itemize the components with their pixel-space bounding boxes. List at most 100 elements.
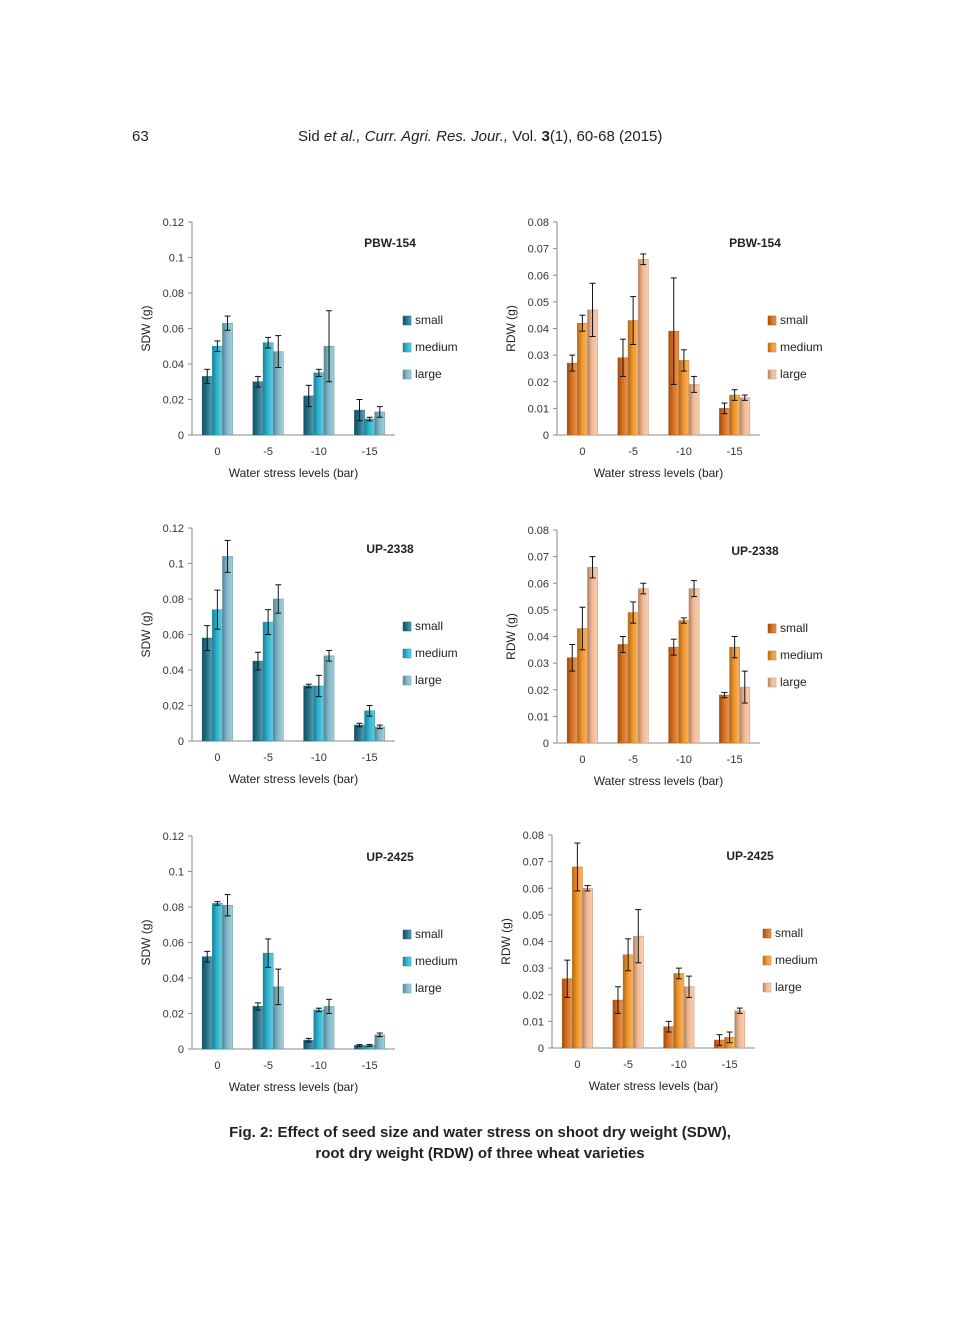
x-tick-label: -15: [722, 1059, 738, 1071]
bar-large-0: [222, 556, 233, 742]
x-tick-label: 0: [579, 754, 585, 766]
bar-large--5: [637, 588, 649, 744]
bar-small--15: [354, 724, 365, 742]
volume-label: Vol.: [512, 128, 538, 145]
error-bar: [214, 901, 221, 906]
bar-medium--10: [678, 620, 690, 744]
chart-title: UP-2338: [366, 542, 414, 556]
bar-medium--15: [729, 394, 740, 436]
y-tick-label: 0.07: [528, 552, 549, 564]
y-tick-label: 0.02: [163, 1009, 184, 1021]
y-axis-label: RDW (g): [504, 613, 518, 660]
x-tick-label: 0: [214, 752, 220, 764]
error-bar: [686, 975, 693, 998]
legend: small medium large: [402, 313, 458, 381]
error-bar: [640, 253, 647, 266]
legend-swatch: [767, 650, 777, 661]
x-tick-label: -5: [263, 446, 273, 458]
page-header: 63 Sid et al., Curr. Agri. Res. Jour., V…: [0, 128, 960, 152]
chart-svg: 0 0.01 0.02 0.03 0.04 0.05 0.06 0.07 0.08 0 -5 -10 -…: [504, 217, 823, 480]
legend-label: medium: [780, 648, 823, 662]
y-tick-label: 0.12: [163, 523, 184, 535]
bar-small--10: [303, 685, 315, 742]
y-tick-label: 0.12: [163, 831, 184, 843]
y-tick-label: 0.04: [163, 665, 184, 677]
legend-swatch: [767, 342, 777, 353]
y-tick-label: 0.02: [528, 377, 549, 389]
error-bar: [204, 950, 211, 963]
legend: small medium large: [762, 926, 818, 994]
legend-swatch: [402, 621, 412, 632]
error-bar: [265, 938, 272, 968]
chart-svg: 0 0.01 0.02 0.03 0.04 0.05 0.06 0.07 0.08 0 -5 -10 -…: [504, 525, 823, 788]
error-bar: [275, 584, 282, 614]
legend-swatch: [762, 928, 772, 939]
bar-medium-0: [212, 346, 223, 436]
caption-line-1: Fig. 2: Effect of seed size and water st…: [229, 1124, 731, 1141]
x-tick-label: -10: [676, 754, 692, 766]
error-bar: [614, 986, 621, 1014]
error-bar: [326, 649, 333, 662]
error-bar: [366, 1044, 373, 1047]
chart-title: UP-2425: [726, 849, 774, 863]
y-tick-label: 0.07: [528, 244, 549, 256]
y-axis-label: SDW (g): [139, 612, 153, 658]
error-bar: [376, 406, 383, 418]
bar-medium-0: [212, 903, 223, 1050]
legend-label: small: [780, 313, 808, 327]
y-tick-label: 0.05: [528, 605, 549, 617]
x-axis-label: Water stress levels (bar): [229, 466, 359, 480]
y-tick-label: 0: [178, 1044, 184, 1056]
error-bar: [670, 277, 677, 385]
legend-label: large: [415, 981, 442, 995]
chart-rdw-up2338: 0 0.01 0.02 0.03 0.04 0.05 0.06 0.07 0.08 0 -5 -10 -…: [504, 520, 845, 790]
y-tick-label: 0.08: [163, 288, 184, 300]
x-tick-label: -5: [623, 1059, 633, 1071]
y-tick-label: 0: [178, 430, 184, 442]
x-tick-label: -10: [311, 1060, 327, 1072]
y-tick-label: 0.03: [528, 350, 549, 362]
y-tick-label: 0.08: [163, 594, 184, 606]
y-tick-label: 0.02: [163, 701, 184, 713]
y-tick-label: 0.06: [528, 578, 549, 590]
error-bar: [366, 416, 373, 422]
y-tick-label: 0.01: [523, 1016, 544, 1028]
x-tick-label: -15: [362, 752, 378, 764]
error-bar: [731, 636, 738, 659]
error-bar: [716, 1034, 723, 1046]
figure-caption: Fig. 2: Effect of seed size and water st…: [0, 1122, 960, 1164]
x-tick-label: -10: [311, 446, 327, 458]
bar-large-0: [582, 888, 593, 1049]
legend-label: large: [775, 980, 802, 994]
error-bar: [204, 368, 211, 385]
y-tick-label: 0.06: [528, 270, 549, 282]
y-tick-label: 0.02: [523, 990, 544, 1002]
bar-large--5: [272, 598, 284, 742]
error-bar: [589, 282, 596, 337]
error-bar: [619, 338, 626, 377]
bar-small--5: [252, 1006, 264, 1050]
error-bar: [254, 1002, 261, 1011]
bar-medium--10: [313, 1009, 325, 1050]
chart-rdw-pbw154: 0 0.01 0.02 0.03 0.04 0.05 0.06 0.07 0.08 0 -5 -10 -…: [504, 212, 845, 482]
bar-medium--10: [313, 372, 325, 436]
y-axis-label: SDW (g): [139, 306, 153, 352]
y-tick-label: 0.06: [163, 324, 184, 336]
error-bar: [224, 894, 231, 917]
x-axis-label: Water stress levels (bar): [589, 1079, 719, 1093]
legend-label: medium: [780, 340, 823, 354]
bar-small-0: [201, 376, 213, 436]
y-tick-label: 0.04: [528, 632, 549, 644]
error-bar: [305, 384, 312, 408]
error-bar: [224, 539, 231, 573]
y-tick-label: 0.04: [528, 324, 549, 336]
error-bar: [680, 349, 687, 372]
bar-medium--5: [262, 342, 274, 436]
bar-medium-0: [572, 866, 583, 1049]
x-tick-label: -15: [362, 1060, 378, 1072]
bar-medium--15: [729, 646, 740, 744]
bar-large--15: [734, 1010, 746, 1049]
error-bar: [315, 1007, 322, 1013]
bar-small--15: [719, 694, 730, 744]
x-tick-label: -15: [727, 754, 743, 766]
